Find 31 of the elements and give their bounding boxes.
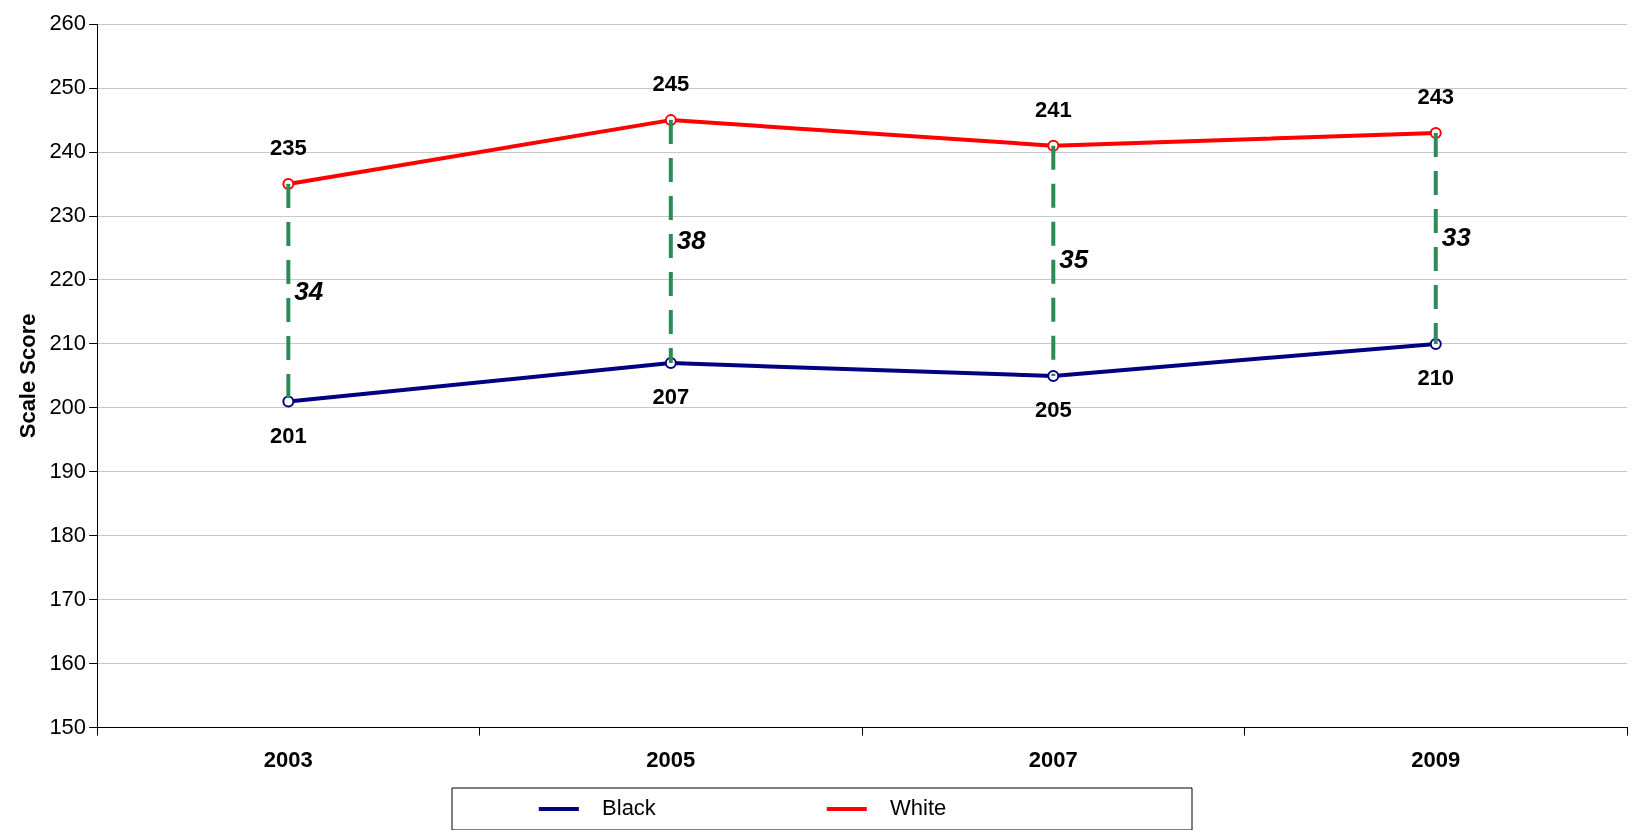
y-tick-label: 210 bbox=[49, 329, 87, 355]
data-label: 241 bbox=[1034, 96, 1072, 122]
x-tick-label: 2007 bbox=[1028, 746, 1078, 772]
data-label: 207 bbox=[652, 384, 690, 410]
y-axis-title: Scale Score bbox=[15, 313, 41, 439]
data-label: 245 bbox=[652, 71, 690, 97]
annotation: 34 bbox=[294, 275, 324, 306]
y-tick-label: 150 bbox=[49, 713, 87, 739]
y-tick-label: 160 bbox=[49, 649, 87, 675]
annotation: 38 bbox=[676, 224, 707, 255]
x-tick-label: 2003 bbox=[263, 746, 313, 772]
y-tick-label: 190 bbox=[49, 457, 87, 483]
y-tick-label: 180 bbox=[49, 521, 87, 547]
x-tick-label: 2009 bbox=[1411, 746, 1461, 772]
legend-label: White bbox=[877, 795, 1106, 821]
y-tick-label: 260 bbox=[49, 10, 87, 36]
x-tick-label: 2005 bbox=[646, 746, 696, 772]
annotation: 35 bbox=[1059, 243, 1089, 274]
data-label: 205 bbox=[1034, 396, 1072, 422]
legend-label: Black bbox=[589, 795, 815, 821]
y-tick-label: 170 bbox=[49, 585, 87, 611]
y-tick-label: 200 bbox=[49, 393, 87, 419]
y-tick-label: 250 bbox=[49, 74, 87, 100]
y-tick-label: 230 bbox=[49, 202, 87, 228]
data-label: 243 bbox=[1417, 83, 1455, 109]
y-tick-label: 220 bbox=[49, 266, 87, 292]
data-label: 210 bbox=[1417, 364, 1455, 390]
data-label: 201 bbox=[269, 422, 307, 448]
y-tick-label: 240 bbox=[49, 138, 87, 164]
annotation: 33 bbox=[1441, 221, 1472, 252]
data-label: 235 bbox=[269, 135, 307, 161]
